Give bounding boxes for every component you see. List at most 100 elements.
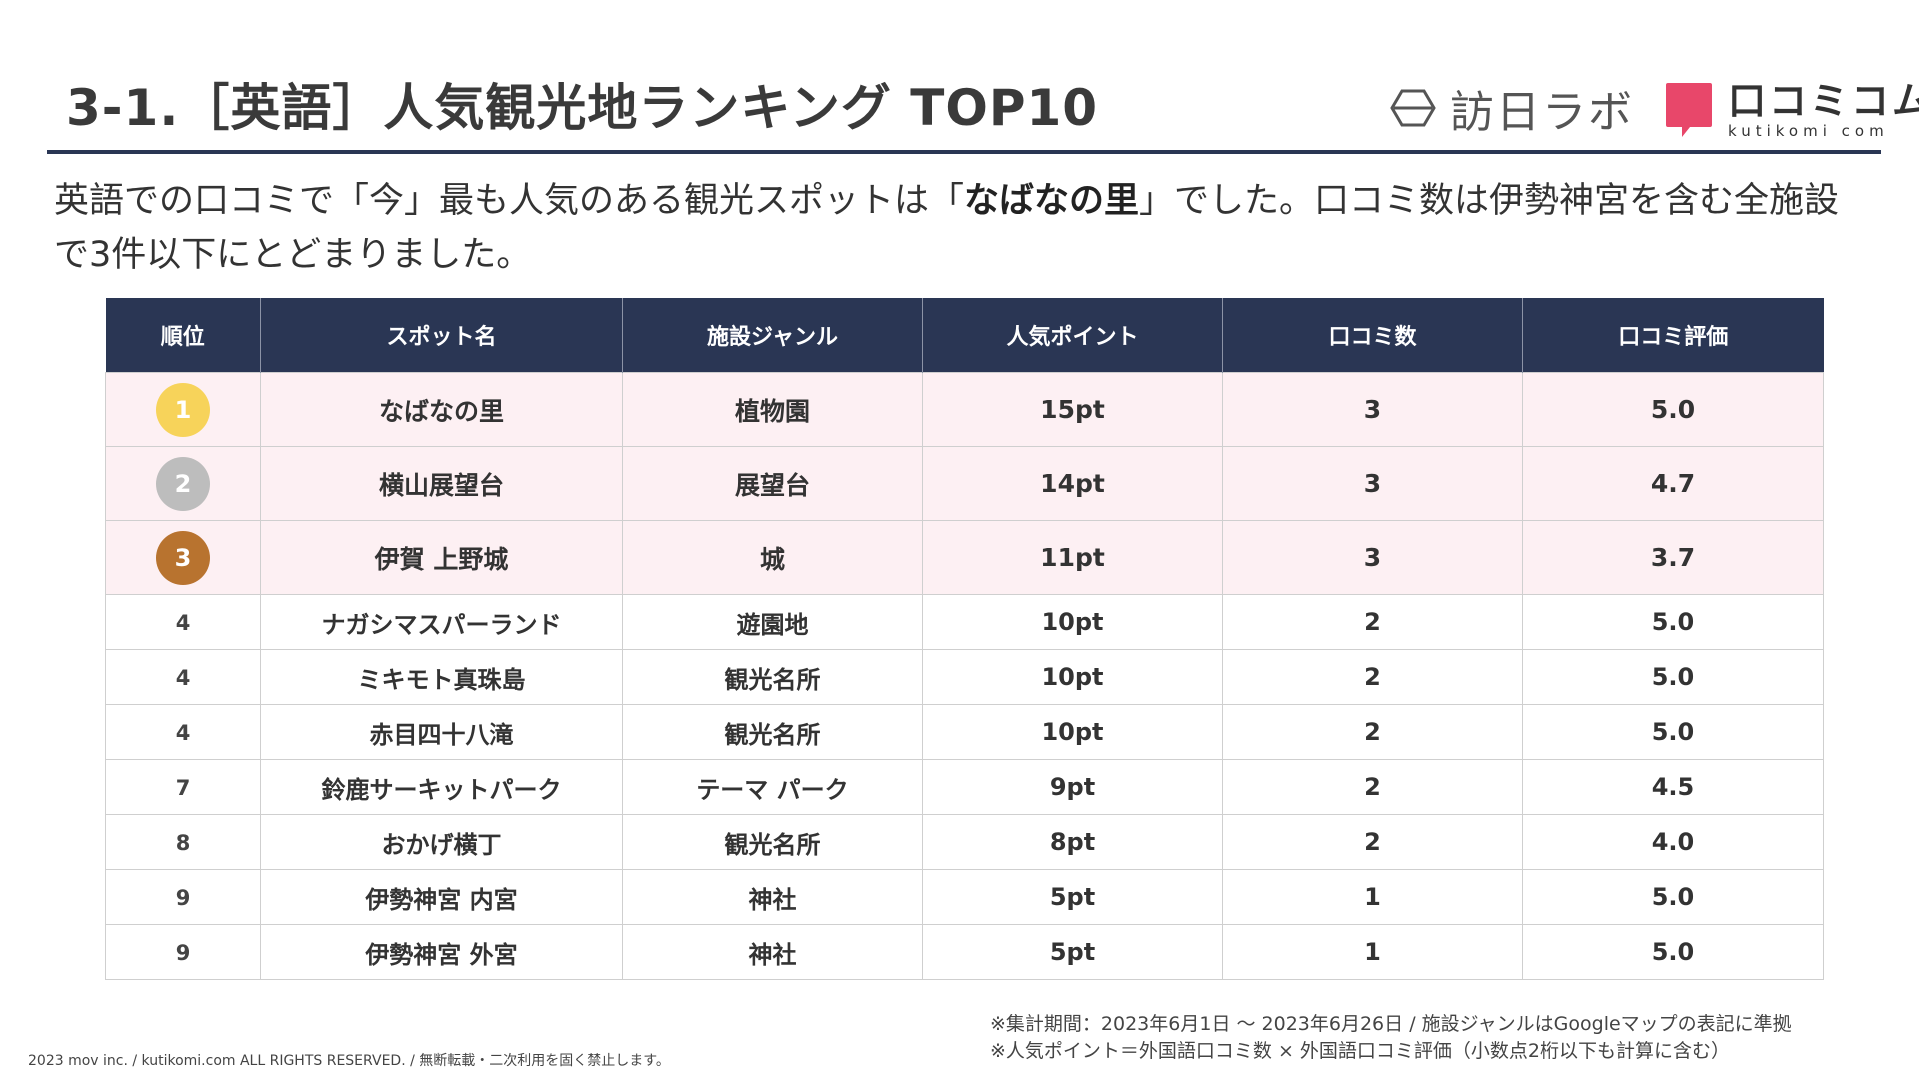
footer-notes: ※集計期間：2023年6月1日 〜 2023年6月26日 / 施設ジャンルはGo… (990, 1011, 1792, 1065)
review-count-cell: 3 (1222, 372, 1523, 447)
table-row: 1 なばなの里 植物園 15pt 3 5.0 (105, 372, 1824, 447)
lead-text-part1: 英語での口コミで「今」最も人気のある観光スポットは「 (54, 181, 965, 221)
review-rating-cell: 4.0 (1522, 814, 1824, 870)
rank-number: 9 (175, 886, 191, 910)
kutikomi-logo-subtext: kutikomi com (1728, 121, 1889, 140)
genre-cell: テーマ パーク (622, 759, 923, 815)
houjin-lab-logo: 訪日ラボ (1390, 82, 1634, 138)
page-title: 3-1.［英語］人気観光地ランキング TOP10 (66, 79, 1099, 137)
table-header-row: 順位 スポット名 施設ジャンル 人気ポイント 口コミ数 口コミ評価 (105, 298, 1824, 373)
table-row: 2 横山展望台 展望台 14pt 3 4.7 (105, 446, 1824, 521)
points-cell: 10pt (922, 594, 1223, 650)
points-cell: 5pt (922, 924, 1223, 980)
table-row: 3 伊賀 上野城城 11pt 3 3.7 (105, 520, 1824, 595)
rank-cell: 8 (105, 814, 261, 870)
rank-number: 4 (175, 611, 191, 635)
review-count-cell: 2 (1222, 814, 1523, 870)
column-header-review-rating: 口コミ評価 (1522, 298, 1824, 373)
review-count-cell: 2 (1222, 759, 1523, 815)
review-rating-cell: 5.0 (1522, 372, 1824, 447)
points-cell: 11pt (922, 520, 1223, 595)
footnote-points-formula: ※人気ポイント＝外国語口コミ数 × 外国語口コミ評価（小数点2桁以下も計算に含む… (990, 1040, 1731, 1062)
genre-cell: 観光名所 (622, 704, 923, 760)
points-cell: 8pt (922, 814, 1223, 870)
spot-name-cell: ミキモト真珠島 (260, 649, 623, 705)
rank-medal-badge: 2 (156, 456, 210, 511)
points-cell: 9pt (922, 759, 1223, 815)
review-rating-cell: 4.7 (1522, 446, 1824, 521)
spot-name-cell: 伊勢神宮 外宮 (260, 924, 623, 980)
table-row: 9 伊勢神宮 内宮 神社 5pt 1 5.0 (105, 869, 1824, 925)
rank-cell: 7 (105, 759, 261, 815)
rank-number: 7 (175, 776, 191, 800)
genre-cell: 観光名所 (622, 814, 923, 870)
review-count-cell: 2 (1222, 704, 1523, 760)
rank-cell: 4 (105, 704, 261, 760)
speech-bubble-icon (1666, 83, 1712, 137)
houjin-lab-logo-icon (1390, 89, 1436, 127)
genre-cell: 展望台 (622, 446, 923, 521)
review-rating-cell: 5.0 (1522, 649, 1824, 705)
genre-cell: 植物園 (622, 372, 923, 447)
rank-cell: 9 (105, 869, 261, 925)
spot-name-cell: 鈴鹿サーキットパーク (260, 759, 623, 815)
footnote-period: ※集計期間：2023年6月1日 〜 2023年6月26日 / 施設ジャンルはGo… (990, 1013, 1792, 1035)
table-row: 4 ミキモト真珠島 観光名所 10pt 2 5.0 (105, 649, 1824, 705)
review-count-cell: 1 (1222, 869, 1523, 925)
rank-medal-badge: 3 (156, 530, 210, 585)
genre-cell: 遊園地 (622, 594, 923, 650)
spot-name-cell: 伊賀 上野城 (260, 520, 623, 595)
genre-cell: 神社 (622, 869, 923, 925)
table-row: 4 ナガシマスパーランド 遊園地 10pt 2 5.0 (105, 594, 1824, 650)
rank-number: 8 (175, 831, 191, 855)
genre-cell: 城 (622, 520, 923, 595)
spot-name-cell: おかげ横丁 (260, 814, 623, 870)
review-rating-cell: 4.5 (1522, 759, 1824, 815)
review-rating-cell: 5.0 (1522, 704, 1824, 760)
points-cell: 14pt (922, 446, 1223, 521)
table-row: 8 おかげ横丁 観光名所 8pt 2 4.0 (105, 814, 1824, 870)
points-cell: 15pt (922, 372, 1223, 447)
rank-number: 4 (175, 721, 191, 745)
table-row: 7 鈴鹿サーキットパーク テーマ パーク 9pt 2 4.5 (105, 759, 1824, 815)
rank-cell: 1 (105, 372, 261, 447)
genre-cell: 観光名所 (622, 649, 923, 705)
rank-cell: 4 (105, 594, 261, 650)
column-header-rank: 順位 (105, 298, 261, 373)
genre-cell: 神社 (622, 924, 923, 980)
review-count-cell: 2 (1222, 649, 1523, 705)
review-count-cell: 3 (1222, 520, 1523, 595)
rank-cell: 2 (105, 446, 261, 521)
review-count-cell: 2 (1222, 594, 1523, 650)
rank-number: 9 (175, 941, 191, 965)
rank-cell: 9 (105, 924, 261, 980)
points-cell: 10pt (922, 704, 1223, 760)
column-header-genre: 施設ジャンル (622, 298, 923, 373)
ranking-table: 順位 スポット名 施設ジャンル 人気ポイント 口コミ数 口コミ評価 1 なばなの里… (105, 298, 1824, 980)
title-divider (47, 150, 1881, 154)
review-rating-cell: 5.0 (1522, 869, 1824, 925)
kutikomi-logo: 口コミコム kutikomi com (1664, 80, 1919, 140)
review-rating-cell: 5.0 (1522, 594, 1824, 650)
rank-cell: 4 (105, 649, 261, 705)
column-header-review-count: 口コミ数 (1222, 298, 1523, 373)
lead-highlight: なばなの里 (964, 181, 1140, 221)
rank-medal-badge: 1 (156, 382, 210, 437)
table-row: 9 伊勢神宮 外宮 神社 5pt 1 5.0 (105, 924, 1824, 980)
lead-text-part2: 」でした。口コミ数は伊勢神宮を含む全施設で3件以下にとどまりました。 (54, 181, 1840, 275)
points-cell: 10pt (922, 649, 1223, 705)
kutikomi-logo-text: 口コミコム (1728, 78, 1919, 123)
column-header-points: 人気ポイント (922, 298, 1223, 373)
column-header-spot-name: スポット名 (260, 298, 623, 373)
houjin-lab-logo-text: 訪日ラボ (1450, 87, 1634, 138)
spot-name-cell: なばなの里 (260, 372, 623, 447)
review-count-cell: 3 (1222, 446, 1523, 521)
lead-text: 英語での口コミで「今」最も人気のある観光スポットは「なばなの里」でした。口コミ数… (54, 174, 1874, 282)
rank-cell: 3 (105, 520, 261, 595)
table-row: 4 赤目四十八滝 観光名所 10pt 2 5.0 (105, 704, 1824, 760)
spot-name-cell: 伊勢神宮 内宮 (260, 869, 623, 925)
review-rating-cell: 5.0 (1522, 924, 1824, 980)
points-cell: 5pt (922, 869, 1223, 925)
spot-name-cell: ナガシマスパーランド (260, 594, 623, 650)
spot-name-cell: 横山展望台 (260, 446, 623, 521)
